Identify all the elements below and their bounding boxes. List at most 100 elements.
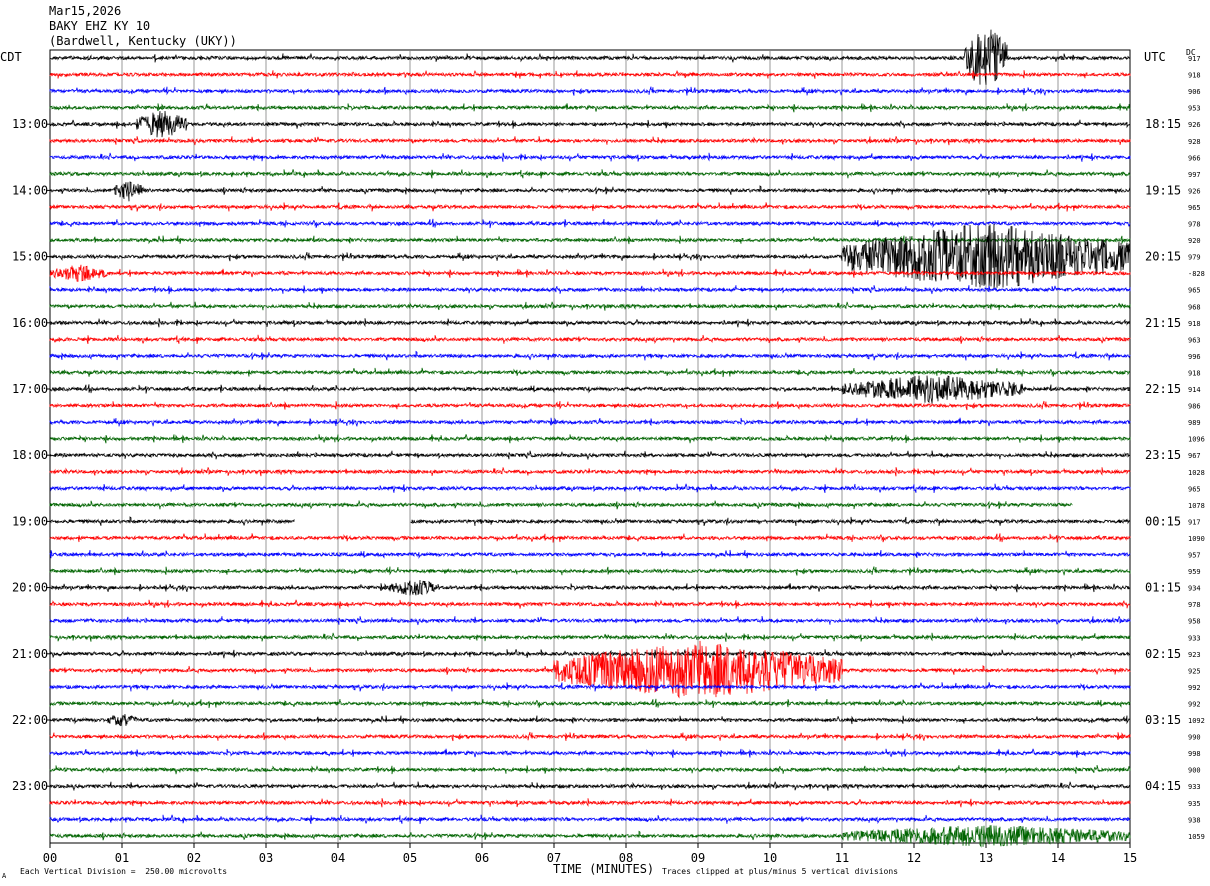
dc-offset-value: 934 — [1188, 585, 1201, 593]
seismic-trace — [49, 218, 1131, 229]
seismic-trace — [49, 86, 1131, 96]
plot-frame — [49, 49, 1131, 844]
dc-offset-value: 990 — [1188, 734, 1201, 742]
utc-hour-label: 21:15 — [1145, 316, 1181, 330]
dc-offset-value: 1092 — [1188, 717, 1205, 725]
seismic-trace — [49, 417, 1131, 427]
dc-offset-value: 963 — [1188, 336, 1201, 344]
seismic-trace — [49, 599, 1131, 609]
seismic-trace — [49, 483, 1131, 494]
seismic-trace — [49, 764, 1131, 775]
seismic-trace — [49, 334, 1131, 345]
seismic-trace — [49, 29, 1131, 85]
dc-offset-value: 928 — [1188, 138, 1201, 146]
dc-offset-value: 918 — [1188, 72, 1201, 80]
seismic-trace — [49, 285, 1131, 295]
seismic-trace — [49, 169, 1131, 179]
seismic-trace — [49, 798, 1131, 808]
utc-hour-label: 01:15 — [1145, 581, 1181, 595]
x-tick-label: 13 — [979, 851, 993, 865]
dc-offset-value: 1059 — [1188, 833, 1205, 841]
seismic-trace — [49, 825, 1131, 848]
x-tick-label: 02 — [187, 851, 201, 865]
utc-hour-label: 20:15 — [1145, 250, 1181, 264]
dc-offset-value: 923 — [1188, 651, 1201, 659]
x-tick-label: 06 — [475, 851, 489, 865]
corner-mark: A — [2, 872, 7, 880]
dc-offset-value: 1028 — [1188, 469, 1205, 477]
dc-offset-value: 978 — [1188, 601, 1201, 609]
dc-offset-value: 938 — [1188, 816, 1201, 824]
seismic-trace — [49, 579, 1131, 596]
dc-offset-value: 979 — [1188, 254, 1201, 262]
seismic-trace — [49, 748, 1131, 758]
seismic-trace — [49, 632, 1131, 642]
dc-offset-value: 996 — [1188, 353, 1201, 361]
seismic-trace — [49, 781, 1131, 791]
x-tick-label: 11 — [835, 851, 849, 865]
cdt-hour-label: 13:00 — [12, 117, 48, 131]
seismic-trace — [49, 400, 1131, 411]
x-tick-label: 08 — [619, 851, 633, 865]
dc-offset-value: 917 — [1188, 518, 1201, 526]
dc-offset-value: 1078 — [1188, 502, 1205, 510]
utc-hour-label: 19:15 — [1145, 183, 1181, 197]
cdt-hour-label: 20:00 — [12, 581, 48, 595]
seismic-trace — [49, 181, 1131, 202]
dc-offset-value: 933 — [1188, 783, 1201, 791]
dc-offset-value: 925 — [1188, 667, 1201, 675]
dc-offset-value: 926 — [1188, 121, 1201, 129]
dc-offset-value: 914 — [1188, 386, 1201, 394]
dc-offset-value: 917 — [1188, 55, 1201, 63]
x-tick-label: 10 — [763, 851, 777, 865]
dc-offset-value: 989 — [1188, 419, 1201, 427]
utc-hour-label: 00:15 — [1145, 514, 1181, 528]
dc-offset-value: 966 — [1188, 154, 1201, 162]
x-tick-label: 00 — [43, 851, 57, 865]
seismic-trace — [49, 649, 1131, 659]
dc-offset-value: 965 — [1188, 287, 1201, 295]
seismic-trace — [49, 375, 1131, 404]
clipping-note: Traces clipped at plus/minus 5 vertical … — [662, 867, 899, 876]
utc-hour-label: 04:15 — [1145, 779, 1181, 793]
seismic-trace — [49, 136, 1131, 146]
left-timezone-label: CDT — [0, 50, 22, 64]
cdt-hour-label: 22:00 — [12, 713, 48, 727]
x-tick-label: 05 — [403, 851, 417, 865]
helicorder-date: Mar15,2026 — [49, 4, 122, 18]
dc-offset-value: 953 — [1188, 105, 1201, 113]
cdt-hour-label: 14:00 — [12, 183, 48, 197]
cdt-hour-label: 16:00 — [12, 316, 48, 330]
dc-offset-value: 998 — [1188, 750, 1201, 758]
seismic-trace — [49, 301, 1131, 311]
seismic-trace — [49, 698, 1131, 709]
x-tick-label: 04 — [331, 851, 345, 865]
dc-offset-value: 959 — [1188, 568, 1201, 576]
dc-offset-value: 957 — [1188, 552, 1201, 560]
seismic-trace — [49, 223, 1131, 289]
dc-offset-value: 967 — [1188, 452, 1201, 460]
dc-offset-value: -828 — [1188, 270, 1205, 278]
x-tick-label: 07 — [547, 851, 561, 865]
dc-offset-value: 918 — [1188, 369, 1201, 377]
seismic-trace — [49, 616, 1131, 626]
dc-offset-value: 918 — [1188, 320, 1201, 328]
x-tick-label: 01 — [115, 851, 129, 865]
seismic-trace — [49, 549, 1131, 559]
utc-hour-label: 23:15 — [1145, 448, 1181, 462]
x-tick-label: 12 — [907, 851, 921, 865]
seismic-trace — [49, 731, 1131, 742]
dc-offset-value: 997 — [1188, 171, 1201, 179]
utc-hour-label: 02:15 — [1145, 647, 1181, 661]
dc-offset-value: 935 — [1188, 800, 1201, 808]
seismic-trace — [49, 434, 1131, 444]
seismic-trace — [49, 682, 1131, 692]
right-timezone-label: UTC — [1144, 50, 1166, 64]
dc-offset-value: 1090 — [1188, 535, 1205, 543]
seismic-trace — [49, 516, 1131, 527]
dc-offset-value: 986 — [1188, 403, 1201, 411]
cdt-hour-label: 23:00 — [12, 779, 48, 793]
seismic-trace — [49, 714, 1131, 727]
utc-hour-label: 22:15 — [1145, 382, 1181, 396]
